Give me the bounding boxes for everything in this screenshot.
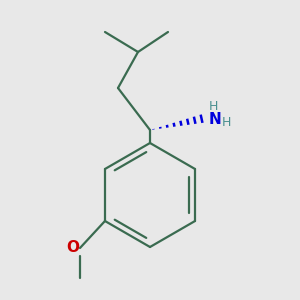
Text: N: N — [209, 112, 222, 128]
Text: O: O — [67, 241, 80, 256]
Text: H: H — [222, 116, 231, 128]
Text: H: H — [209, 100, 218, 112]
